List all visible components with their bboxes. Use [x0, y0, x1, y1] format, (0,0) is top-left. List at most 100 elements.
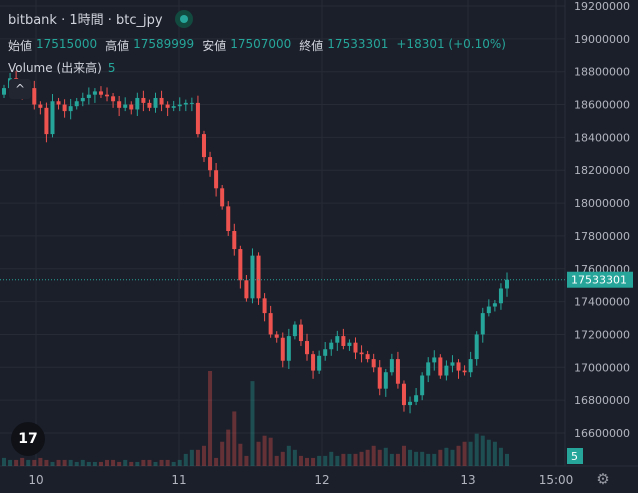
candle-body [389, 359, 394, 373]
candle-body [2, 88, 6, 95]
y-tick-label: 18400000 [574, 131, 630, 144]
candle-body [456, 362, 461, 371]
volume-bar [383, 447, 388, 466]
candle-body [408, 401, 413, 406]
candle-body [298, 324, 303, 342]
volume-bar [492, 441, 497, 466]
x-tick-label: 15:00 [539, 473, 574, 487]
y-tick-label: 17800000 [574, 230, 630, 243]
volume-bar [50, 461, 55, 466]
candle-body [383, 372, 388, 389]
candle-body [492, 303, 497, 307]
candle-body [311, 354, 316, 371]
y-tick-label: 18600000 [574, 99, 630, 112]
volume-bar [256, 441, 261, 466]
volume-bar [80, 459, 85, 466]
volume-bar [329, 451, 334, 466]
candle-body [208, 157, 213, 171]
volume-legend: Volume (出来高) 5 [8, 59, 115, 76]
x-tick-label: 10 [28, 473, 43, 487]
chart-header: bitbank · 1時間 · btc_jpy [8, 9, 193, 28]
volume-bar [353, 453, 358, 466]
candle-body [414, 395, 419, 402]
candle-body [105, 94, 110, 97]
candle-body [480, 313, 485, 335]
volume-bar [165, 459, 170, 466]
candle-body [462, 370, 467, 373]
candle-body [38, 104, 43, 108]
tradingview-logo-icon[interactable]: 17 [11, 422, 45, 456]
volume-bar [183, 453, 188, 466]
candle-body [486, 306, 491, 314]
candle-body [50, 101, 55, 135]
volume-bar [268, 437, 273, 466]
volume-bar [98, 461, 103, 466]
close-value: 17533301 [327, 37, 389, 51]
volume-bar [298, 455, 303, 466]
volume-bar [341, 453, 346, 466]
low-label: 安値 [202, 39, 227, 53]
candle-body [377, 367, 382, 389]
volume-bar [177, 459, 182, 466]
candle-body [335, 336, 340, 343]
candle-body [468, 359, 473, 373]
change-value: +18301 (+0.10%) [396, 37, 506, 51]
candle-body [329, 342, 334, 350]
volume-bar [14, 459, 19, 466]
close-label: 終値 [299, 39, 324, 53]
candle-body [80, 97, 85, 102]
candle-body [359, 352, 364, 355]
candle-body [256, 255, 261, 299]
volume-bar [389, 453, 394, 466]
volume-bar [238, 443, 243, 466]
candle-body [98, 91, 103, 95]
candle-body [129, 104, 134, 110]
volume-bar [147, 459, 152, 466]
volume-bar [189, 449, 194, 466]
candle-body [353, 342, 358, 353]
volume-bar [474, 433, 479, 466]
candle-body [250, 255, 255, 299]
volume-bar [171, 461, 176, 466]
volume-bar [129, 461, 134, 466]
volume-bar [153, 461, 158, 466]
volume-bar [262, 435, 267, 466]
high-label: 高値 [105, 39, 130, 53]
volume-bar [280, 451, 285, 466]
candle-body [141, 97, 146, 103]
candle-body [420, 375, 425, 396]
candle-body [505, 279, 509, 289]
y-tick-label: 19000000 [574, 33, 630, 46]
volume-value: 5 [107, 61, 116, 75]
candle-body [305, 341, 310, 355]
candle-body [165, 104, 170, 108]
volume-bar [226, 429, 231, 466]
volume-bar [359, 451, 364, 466]
candle-body [214, 170, 219, 189]
candle-body [317, 355, 322, 371]
volume-bar [395, 453, 400, 466]
candle-body [401, 383, 406, 406]
chevron-up-icon[interactable]: ^ [9, 79, 31, 99]
volume-bar [292, 449, 297, 466]
candle-body [201, 134, 206, 158]
volume-bar [432, 453, 437, 466]
ohlc-legend: 始値 17515000 高値 17589999 安値 17507000 終値 1… [8, 37, 510, 54]
candle-body [195, 102, 200, 135]
candle-body [262, 298, 267, 314]
y-tick-label: 16600000 [574, 427, 630, 440]
candle-body [238, 249, 243, 281]
candle-body [444, 365, 449, 376]
candle-body [159, 97, 164, 105]
candle-body [56, 101, 61, 105]
volume-bar [8, 459, 13, 466]
candle-body [86, 94, 91, 98]
gear-icon[interactable]: ⚙ [594, 470, 612, 488]
candle-body [274, 334, 279, 338]
symbol-title[interactable]: bitbank · 1時間 · btc_jpy [8, 13, 163, 28]
volume-label: Volume (出来高) [8, 61, 102, 75]
volume-bar [462, 441, 467, 466]
volume-bar [250, 381, 255, 466]
candle-body [323, 349, 328, 356]
